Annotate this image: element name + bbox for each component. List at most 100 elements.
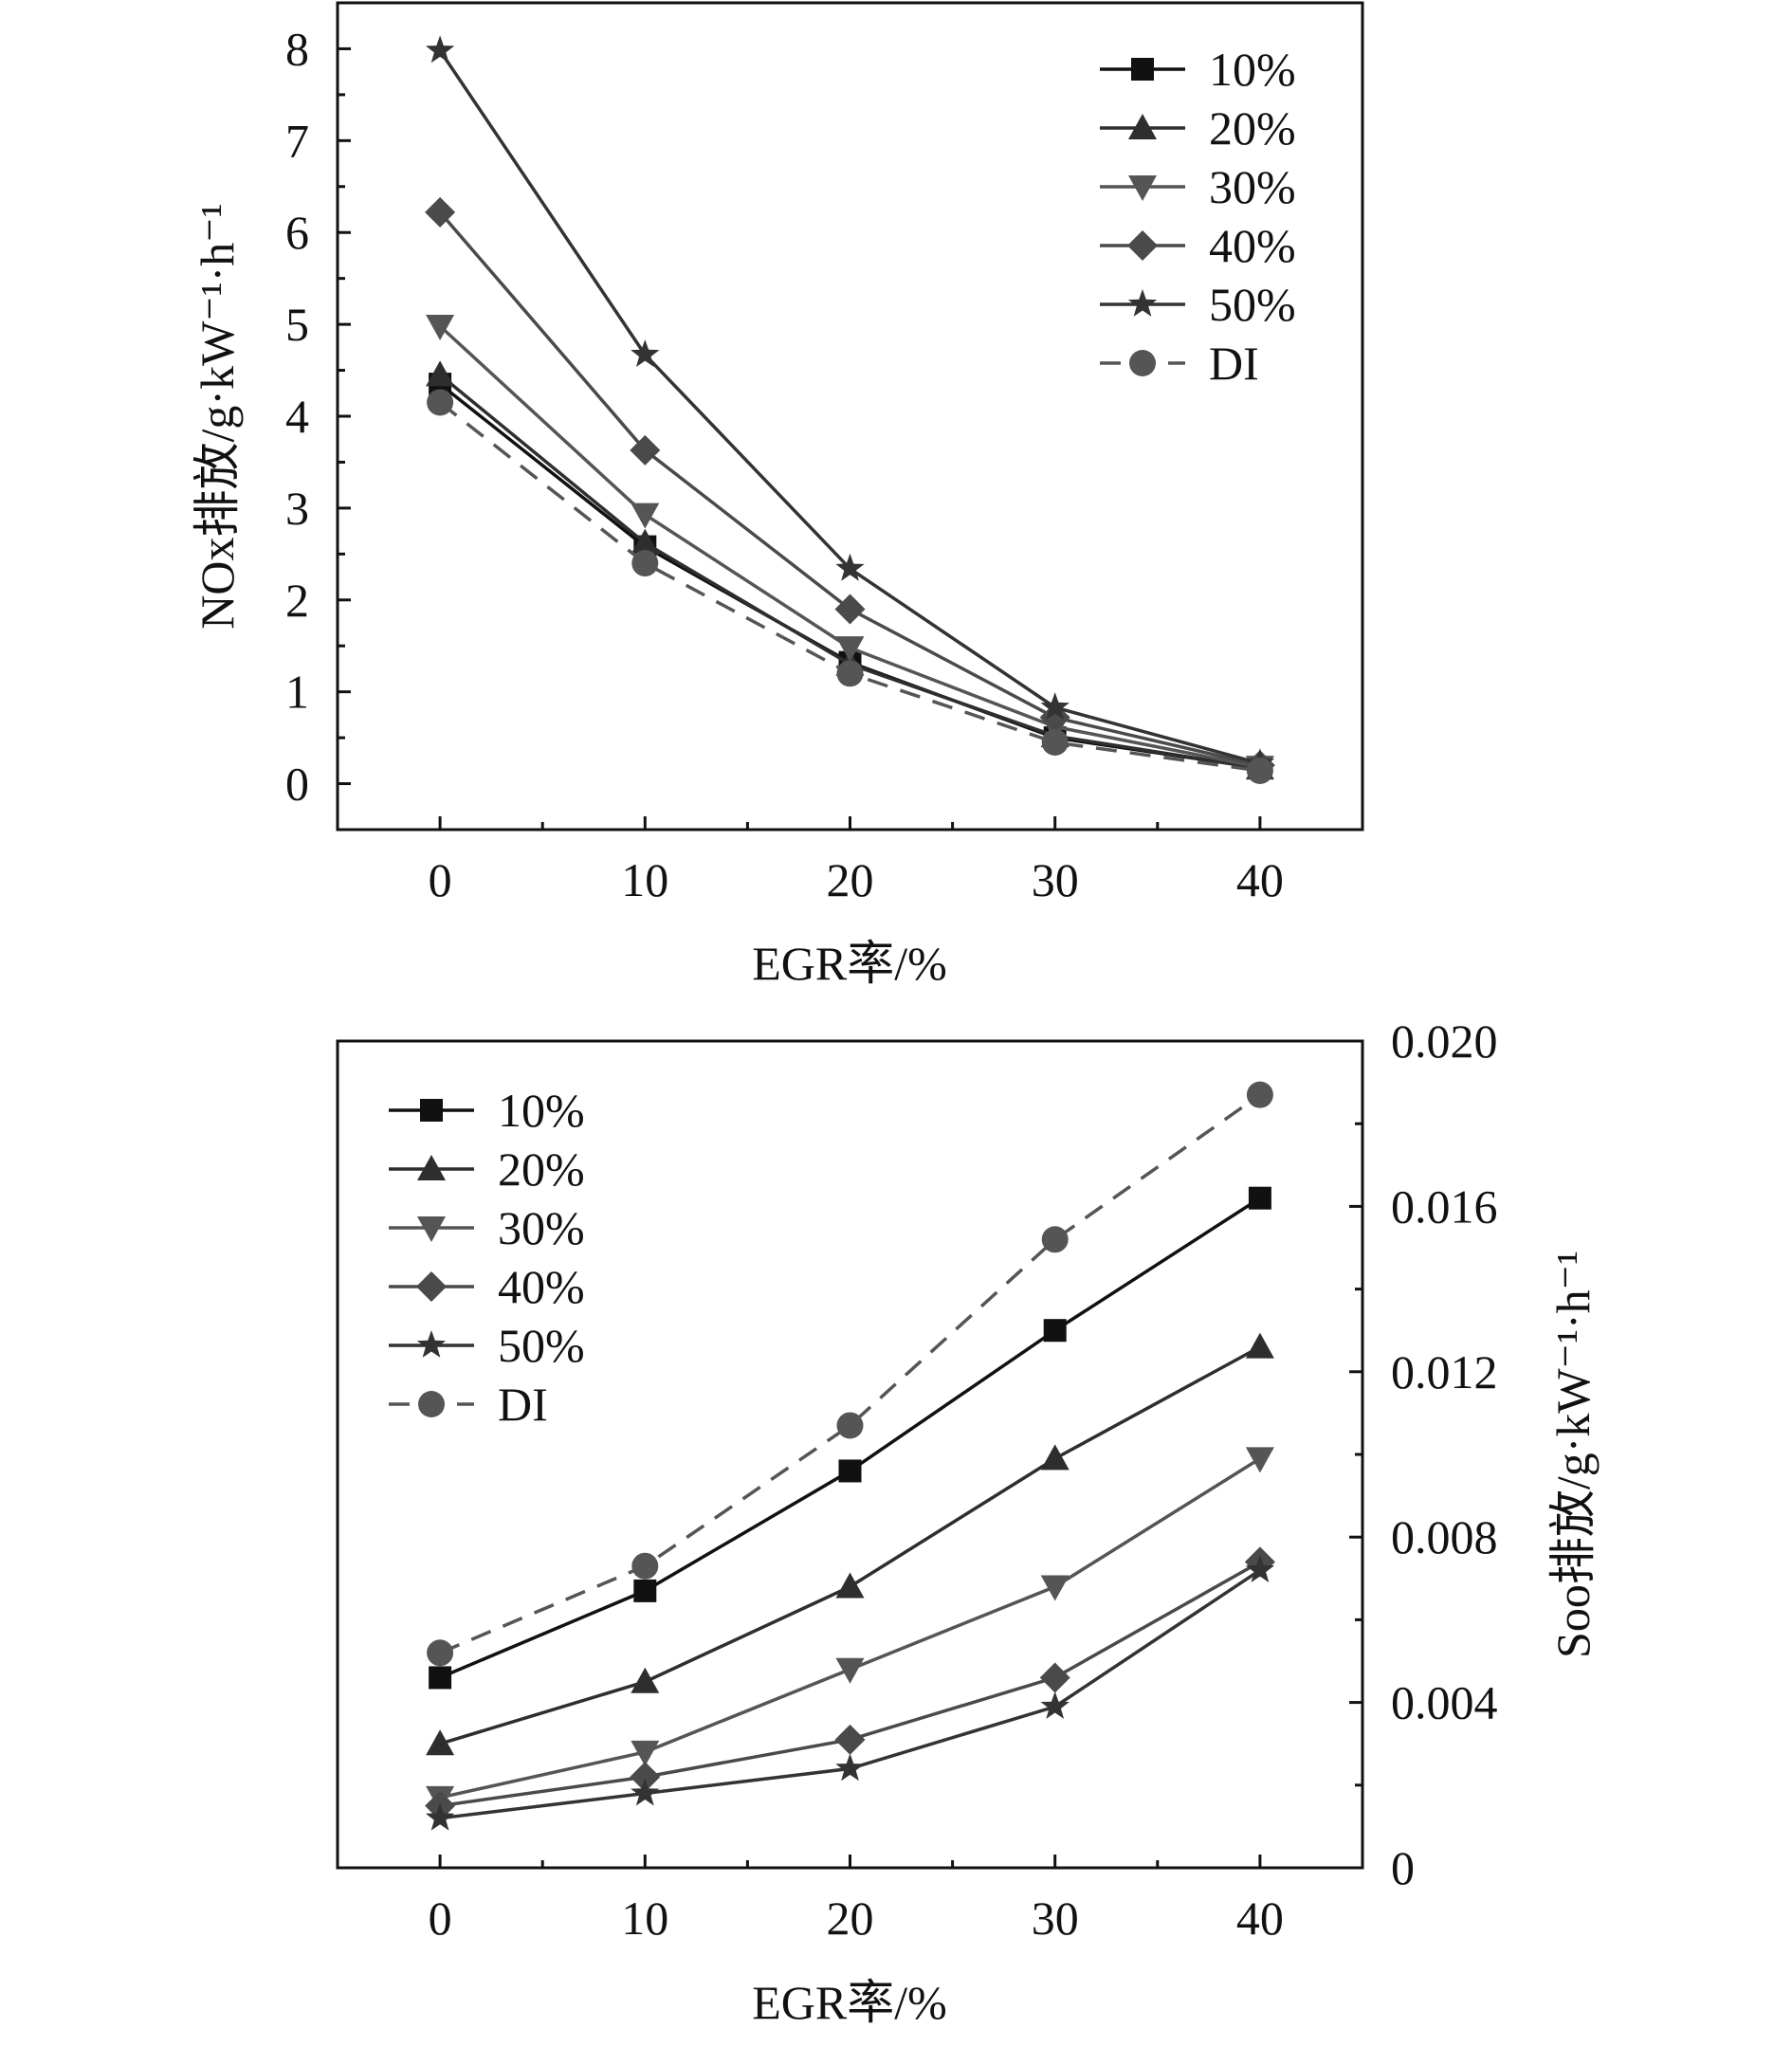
- soot-x-tick-label: 20: [827, 1892, 874, 1945]
- soot-data-point: [1245, 1332, 1274, 1359]
- nox-legend-marker: [1127, 289, 1158, 317]
- soot-y-tick-label: 0.016: [1391, 1179, 1498, 1233]
- nox-series-line: [439, 382, 1261, 770]
- nox-legend-marker: [1129, 350, 1156, 376]
- nox-x-tick-label: 40: [1236, 853, 1284, 906]
- nox-y-tick-label: 0: [285, 758, 309, 811]
- nox-legend-label: 10%: [1209, 43, 1296, 96]
- soot-data-point: [838, 1459, 862, 1483]
- nox-series-line: [438, 324, 1261, 769]
- nox-legend-marker: [1128, 175, 1157, 201]
- soot-legend-label: DI: [498, 1378, 548, 1431]
- nox-legend-item: 40%: [1100, 219, 1296, 272]
- soot-y-axis-title: Soo排放/g·kW⁻¹·h⁻¹: [1546, 1251, 1600, 1658]
- soot-chart: 0 10 20 30 40 0 0.004 0.008 0.012 0.016 0.020 10%2…: [336, 1014, 1600, 2029]
- soot-series-layer: [425, 1081, 1275, 1831]
- soot-legend-item: 20%: [389, 1142, 585, 1196]
- soot-data-point: [425, 1802, 455, 1831]
- nox-data-point: [1041, 728, 1069, 756]
- soot-data-point: [1248, 1186, 1271, 1210]
- soot-data-point: [630, 1762, 661, 1793]
- soot-y-tick-label: 0.008: [1391, 1510, 1498, 1563]
- soot-series-1: [426, 1332, 1274, 1756]
- soot-y-tick-label: 0: [1391, 1841, 1415, 1894]
- nox-chart: 0 10 20 30 40 0 1 2 3 4 5 6 7 8 10%20%30% 40% 50% DI EGR…: [191, 1, 1364, 990]
- nox-legend-label: 30%: [1209, 160, 1296, 213]
- nox-legend-label: 50%: [1209, 278, 1296, 331]
- soot-x-axis-title: EGR率/%: [752, 1976, 947, 2029]
- nox-y-tick-label: 3: [285, 482, 309, 535]
- nox-legend-item: DI: [1100, 337, 1259, 390]
- soot-series-2: [426, 1447, 1274, 1812]
- soot-legend-marker: [420, 1099, 443, 1122]
- soot-data-point: [427, 1639, 454, 1667]
- nox-x-tick-label: 0: [429, 853, 452, 906]
- nox-legend-item: 20%: [1100, 101, 1296, 155]
- nox-data-point: [836, 660, 864, 687]
- soot-data-point: [631, 1778, 660, 1806]
- nox-data-point: [835, 636, 865, 663]
- nox-x-tick-label: 30: [1032, 853, 1079, 906]
- soot-data-point: [429, 1666, 452, 1690]
- nox-data-point: [425, 196, 456, 228]
- soot-data-point: [1039, 1662, 1070, 1693]
- soot-series-4: [425, 1555, 1275, 1831]
- soot-x-tick-label: 40: [1236, 1892, 1284, 1945]
- soot-data-point: [1040, 1444, 1070, 1471]
- soot-legend-marker: [417, 1155, 446, 1180]
- soot-series-0: [429, 1186, 1271, 1690]
- soot-series-line: [439, 1093, 1261, 1654]
- soot-data-point: [834, 1724, 866, 1755]
- nox-data-point: [425, 35, 455, 64]
- soot-data-point: [1245, 1447, 1274, 1473]
- soot-y-tick-label: 0.004: [1391, 1676, 1498, 1729]
- soot-data-point: [835, 1572, 865, 1599]
- soot-legend-label: 40%: [498, 1260, 585, 1313]
- soot-data-point: [836, 1412, 864, 1439]
- soot-legend-label: 50%: [498, 1319, 585, 1372]
- nox-ticks: 0 10 20 30 40 0 1 2 3 4 5 6 7 8: [285, 22, 1284, 906]
- soot-legend-item: 40%: [389, 1260, 585, 1313]
- soot-data-point: [1041, 1226, 1069, 1253]
- soot-legend: 10%20%30% 40% 50% DI: [389, 1084, 585, 1431]
- soot-data-point: [1245, 1555, 1275, 1582]
- soot-legend-label: 30%: [498, 1201, 585, 1254]
- nox-data-point: [835, 553, 865, 581]
- nox-data-point: [631, 503, 660, 529]
- nox-legend-label: DI: [1209, 337, 1259, 390]
- nox-y-tick-label: 4: [285, 390, 309, 443]
- nox-series-2: [426, 315, 1274, 782]
- nox-legend: 10%20%30% 40% 50% DI: [1100, 43, 1296, 390]
- soot-legend-item: 30%: [389, 1201, 585, 1254]
- nox-x-axis-title: EGR率/%: [752, 937, 947, 990]
- nox-data-point: [426, 315, 455, 341]
- nox-y-axis-title: NOx排放/g·kW⁻¹·h⁻¹: [191, 203, 244, 629]
- nox-data-point: [427, 389, 454, 416]
- nox-legend-label: 20%: [1209, 101, 1296, 155]
- soot-data-point: [631, 1552, 659, 1580]
- nox-series-layer: [425, 35, 1275, 784]
- soot-legend-marker: [416, 1330, 447, 1358]
- nox-series-line: [439, 401, 1261, 773]
- soot-data-point: [426, 1729, 455, 1756]
- nox-x-tick-label: 10: [621, 853, 668, 906]
- soot-data-point: [1040, 1691, 1070, 1719]
- soot-legend-marker: [417, 1216, 446, 1242]
- nox-data-point: [1246, 757, 1273, 784]
- soot-data-point: [1246, 1081, 1273, 1108]
- nox-y-tick-label: 7: [285, 114, 309, 167]
- nox-legend-label: 40%: [1209, 219, 1296, 272]
- soot-legend-marker: [418, 1391, 445, 1417]
- nox-data-point: [630, 434, 661, 466]
- soot-series-line: [439, 1568, 1261, 1820]
- soot-x-tick-label: 10: [621, 1892, 668, 1945]
- soot-data-point: [631, 1667, 660, 1693]
- nox-data-point: [1040, 692, 1070, 721]
- nox-y-tick-label: 5: [285, 298, 309, 351]
- soot-data-point: [631, 1740, 660, 1766]
- soot-ticks: 0 10 20 30 40 0 0.004 0.008 0.012 0.016 0.020: [429, 1014, 1498, 1945]
- soot-data-point: [1043, 1319, 1067, 1343]
- soot-legend-item: DI: [389, 1378, 548, 1431]
- soot-legend-label: 20%: [498, 1142, 585, 1196]
